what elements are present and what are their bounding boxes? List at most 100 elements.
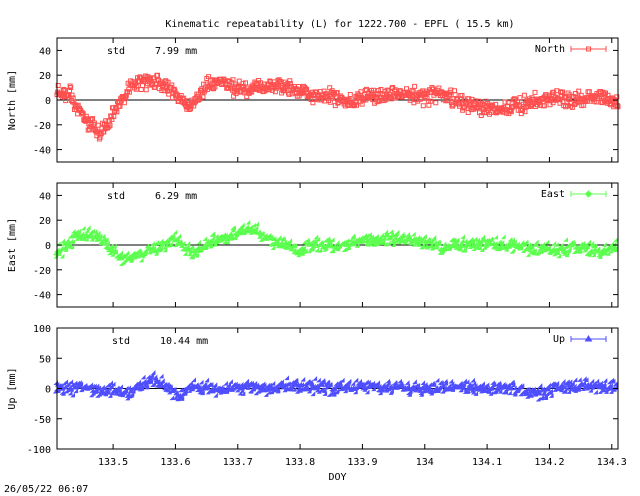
data-point — [430, 381, 436, 386]
data-point — [407, 391, 412, 397]
data-point — [500, 381, 506, 387]
data-point — [525, 386, 531, 392]
data-point — [387, 383, 393, 389]
data-point — [415, 382, 421, 388]
data-point — [179, 396, 185, 401]
data-point — [582, 96, 588, 102]
data-point — [335, 99, 341, 105]
data-point — [145, 374, 151, 379]
data-point — [428, 98, 434, 104]
data-point — [309, 382, 315, 388]
data-point — [389, 388, 394, 394]
data-point — [544, 239, 550, 245]
data-point — [347, 92, 353, 97]
data-point — [597, 254, 603, 260]
data-point — [405, 232, 411, 237]
data-point — [567, 379, 573, 385]
data-point — [310, 391, 316, 397]
data-point — [460, 107, 466, 113]
data-point — [484, 382, 490, 388]
data-point — [506, 383, 512, 389]
data-point — [304, 386, 310, 392]
data-point — [85, 127, 91, 133]
data-point — [160, 378, 165, 384]
data-point — [518, 111, 524, 117]
data-point — [321, 88, 327, 94]
data-point — [312, 375, 318, 381]
data-point — [510, 380, 515, 386]
data-point — [69, 244, 75, 250]
data-point — [441, 241, 447, 247]
data-point — [69, 92, 75, 98]
data-point — [99, 389, 105, 395]
data-point — [64, 238, 70, 243]
data-point — [301, 83, 306, 89]
data-point — [288, 386, 294, 392]
data-point — [321, 388, 327, 394]
data-point — [442, 378, 448, 384]
data-point — [352, 99, 358, 105]
data-series — [52, 219, 619, 267]
std-label: std — [107, 191, 125, 202]
data-point — [96, 136, 102, 142]
data-point — [420, 103, 426, 109]
data-point — [422, 234, 427, 239]
data-point — [316, 377, 321, 383]
data-point — [489, 385, 495, 391]
data-point — [354, 102, 359, 108]
data-point — [334, 90, 340, 96]
legend-label: North — [535, 44, 565, 55]
data-point — [337, 380, 343, 386]
data-point — [188, 380, 193, 386]
data-point — [565, 102, 570, 108]
data-point — [428, 243, 434, 248]
y-tick-label: -40 — [33, 291, 51, 302]
y-tick-label: 0 — [45, 385, 51, 396]
data-point — [240, 222, 245, 228]
data-point — [454, 237, 460, 243]
data-point — [254, 86, 260, 92]
data-point — [59, 253, 65, 259]
data-point — [601, 381, 607, 387]
data-point — [279, 85, 285, 91]
data-point — [426, 386, 432, 392]
data-point — [80, 225, 86, 231]
data-point — [254, 221, 260, 227]
data-point — [587, 252, 592, 257]
y-tick-label: 50 — [39, 354, 51, 365]
data-point — [196, 239, 202, 245]
data-point — [428, 387, 434, 393]
data-point — [182, 251, 188, 256]
data-point — [317, 247, 323, 253]
data-point — [118, 250, 124, 256]
data-point — [350, 380, 356, 386]
data-point — [477, 245, 482, 251]
data-point — [63, 247, 69, 252]
data-point — [196, 97, 202, 102]
data-point — [443, 380, 449, 386]
data-point — [491, 381, 497, 387]
data-point — [568, 103, 574, 109]
data-point — [67, 83, 73, 89]
data-point — [78, 381, 84, 387]
data-point — [609, 377, 615, 383]
data-point — [327, 85, 333, 91]
data-point — [366, 235, 372, 241]
data-point — [386, 240, 391, 246]
legend-label: Up — [553, 334, 565, 345]
data-point — [379, 387, 385, 393]
data-point — [410, 89, 416, 95]
data-point — [138, 257, 144, 263]
data-point — [277, 79, 283, 85]
data-point — [346, 378, 352, 384]
data-point — [104, 237, 109, 243]
data-point — [610, 378, 616, 384]
data-point — [325, 379, 331, 385]
data-point — [76, 228, 82, 234]
data-point — [436, 240, 442, 246]
data-point — [163, 78, 169, 84]
data-point — [261, 382, 267, 388]
data-point — [419, 391, 424, 397]
data-point — [204, 377, 210, 383]
data-point — [345, 384, 351, 389]
